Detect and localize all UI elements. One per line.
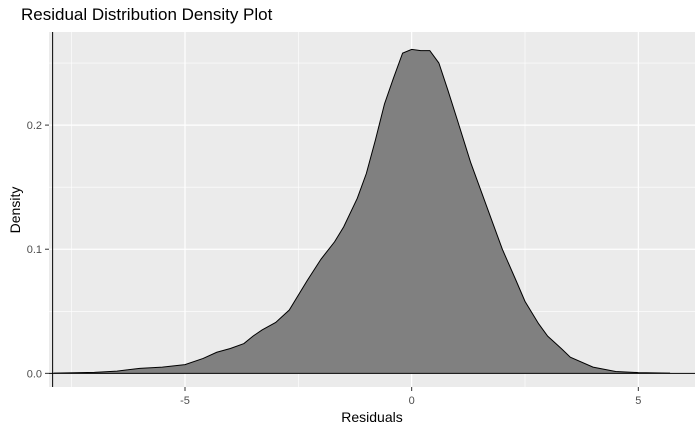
reference-lines (49, 32, 695, 387)
y-tick-label: 0.2 (27, 120, 42, 132)
tick-labels: -5 0 5 0.0 0.1 0.2 (27, 120, 642, 407)
x-tick-label: 5 (635, 395, 641, 407)
chart-title: Residual Distribution Density Plot (21, 5, 273, 24)
series-layer (53, 48, 671, 374)
x-tick-label: 0 (409, 395, 415, 407)
y-tick-label: 0.0 (27, 368, 42, 380)
y-tick-label: 0.1 (27, 244, 42, 256)
density-line (53, 48, 671, 374)
x-tick-label: -5 (180, 395, 190, 407)
x-axis-title: Residuals (341, 409, 402, 425)
density-area (53, 49, 671, 374)
axis-ticks (45, 124, 639, 391)
y-axis-title: Density (7, 187, 23, 234)
